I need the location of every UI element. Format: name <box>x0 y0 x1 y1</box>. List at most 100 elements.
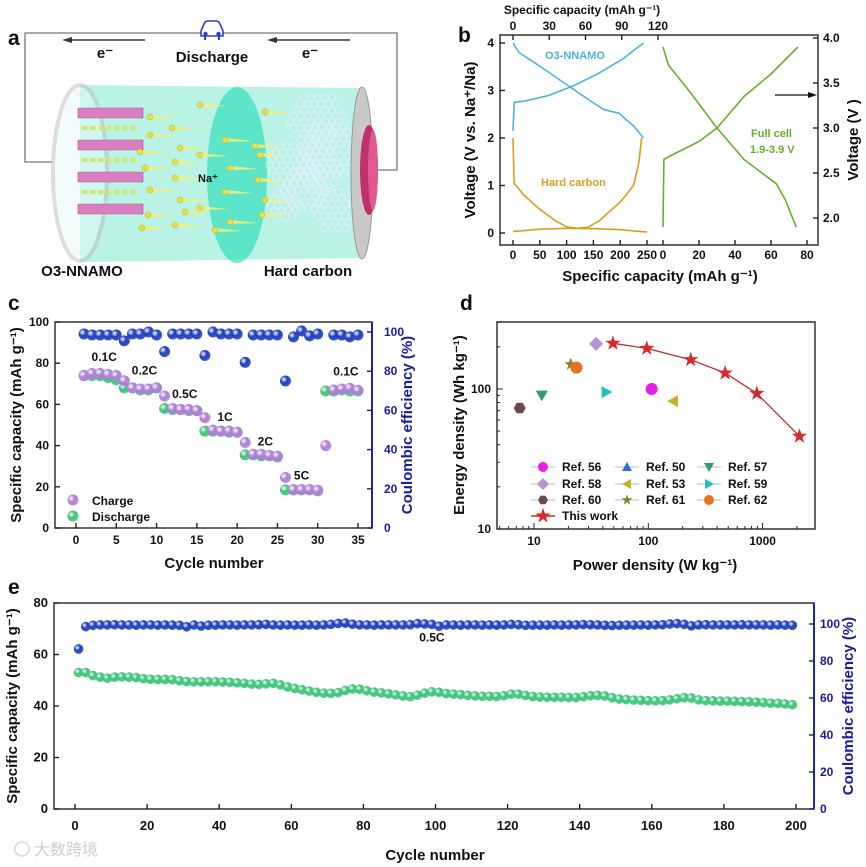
ion-trail <box>262 213 290 217</box>
sodium-site <box>130 189 136 195</box>
x-tick-label: 50 <box>533 248 547 262</box>
legend-marker-charge <box>67 494 79 506</box>
x-tick-label: 10 <box>527 534 541 548</box>
data-point-coulombic-efficiency <box>167 328 179 340</box>
data-point-coulombic-efficiency <box>247 329 259 341</box>
panel-label-c: c <box>8 292 20 315</box>
cathode-layer <box>77 171 144 183</box>
data-point-coulombic-efficiency <box>126 328 138 340</box>
right-y-axis-title: Coulombic efficiency (%) <box>840 617 857 795</box>
data-point-charge <box>247 448 259 460</box>
data-point-coulombic-efficiency <box>78 328 90 340</box>
arrow-left-icon <box>62 37 72 43</box>
sodium-site <box>114 189 120 195</box>
legend-marker <box>535 507 551 523</box>
data-point-discharge <box>320 385 332 397</box>
sodium-site <box>98 125 104 131</box>
data-point-charge <box>352 384 364 396</box>
legend-label: Ref. 50 <box>646 460 686 474</box>
data-point-charge <box>279 472 291 484</box>
data-point-coulombic-efficiency <box>352 329 364 341</box>
data-point-charge <box>263 449 275 461</box>
panel-label-e: e <box>8 576 20 599</box>
series-ref-56-point <box>645 383 658 395</box>
data-point-charge <box>118 375 130 387</box>
data-point-charge <box>126 382 138 394</box>
legend-marker <box>704 495 714 505</box>
data-point-charge <box>102 369 114 381</box>
data-point-coulombic-efficiency <box>231 328 243 340</box>
data-point-charge <box>143 383 155 395</box>
panel-label-d: d <box>460 292 473 315</box>
ion-trail <box>225 190 253 194</box>
sodium-ion <box>251 142 259 150</box>
data-point-coulombic-efficiency <box>263 329 275 341</box>
data-point-coulombic-efficiency <box>296 325 308 337</box>
legend-marker <box>621 494 633 505</box>
top-x-axis-title: Specific capacity (mAh g⁻¹) <box>504 3 660 17</box>
x-axis-title: Power density (W kg⁻¹) <box>573 557 738 574</box>
data-point-coulombic-efficiency <box>215 328 227 340</box>
panel-label-a: a <box>8 27 20 50</box>
sodium-ion <box>171 174 179 182</box>
legend-label: Ref. 57 <box>728 460 768 474</box>
data-point-coulombic-efficiency <box>86 329 98 341</box>
electron-label-right: e⁻ <box>302 45 318 62</box>
legend-marker-discharge <box>67 510 79 522</box>
data-point-charge <box>175 404 187 416</box>
carbon-hexagon <box>341 117 350 127</box>
ion-trail <box>185 210 213 214</box>
series-ref-60-point <box>513 402 526 414</box>
rate-label: 0.5C <box>419 631 445 645</box>
x-tick-label: 25 <box>271 533 285 547</box>
panel-a: a e⁻ e⁻ Discharge Na⁺ O3-NNAMO Hard carbon <box>8 20 398 280</box>
x-tick-label: 40 <box>212 818 226 833</box>
right-y-tick-label: 3.0 <box>823 121 840 135</box>
legend-marker <box>622 462 632 471</box>
sodium-site <box>106 125 112 131</box>
cathode-layer <box>77 139 144 151</box>
y-tick-label: 40 <box>34 698 48 713</box>
right-y-tick-label: 80 <box>820 654 834 668</box>
sodium-ion <box>261 108 269 116</box>
sodium-ion <box>181 208 189 216</box>
watermark: 大数跨境 <box>14 840 98 859</box>
ion-trail <box>142 226 170 230</box>
data-point-charge <box>183 404 195 416</box>
carbon-hexagon <box>336 165 345 175</box>
data-point-discharge <box>159 403 171 415</box>
data-point-coulombic-efficiency <box>175 328 187 340</box>
right-y-tick-label: 40 <box>384 443 398 457</box>
x-tick-label: 20 <box>692 248 706 262</box>
ion-trail <box>150 188 178 192</box>
y-tick-label: 2 <box>487 131 494 145</box>
top-x-tick-label: 60 <box>579 19 593 33</box>
sodium-ion <box>221 136 229 144</box>
sodium-site <box>114 157 120 163</box>
sodium-site <box>130 157 136 163</box>
ion-trail <box>172 126 200 130</box>
y-tick-label: 1 <box>487 179 494 193</box>
x-tick-label: 0 <box>660 248 667 262</box>
data-point-coulombic-efficiency <box>223 328 235 340</box>
data-point-coulombic-efficiency <box>94 329 106 341</box>
data-point-charge <box>151 382 163 394</box>
x-tick-label: 40 <box>728 248 742 262</box>
sodium-site <box>122 189 128 195</box>
y-axis-title: Specific capacity (mAh g⁻¹) <box>4 608 21 803</box>
ion-trail <box>258 178 286 182</box>
sodium-ion <box>221 188 229 196</box>
discharge-label: Discharge <box>176 49 249 66</box>
sodium-ion <box>171 158 179 166</box>
x-tick-label: 1000 <box>749 534 776 548</box>
ion-trail <box>175 223 203 227</box>
y-tick-label: 0 <box>41 801 48 816</box>
x-tick-label: 0 <box>71 818 78 833</box>
data-point-coulombic-efficiency <box>159 346 171 358</box>
electron-label-left: e⁻ <box>97 45 113 62</box>
data-point-charge <box>134 383 146 395</box>
y-axis-title: Voltage (V vs. Na⁺/Na) <box>462 62 479 219</box>
watermark-text: 大数跨境 <box>34 840 98 859</box>
sodium-ion <box>196 151 204 159</box>
x-tick-label: 60 <box>284 818 298 833</box>
